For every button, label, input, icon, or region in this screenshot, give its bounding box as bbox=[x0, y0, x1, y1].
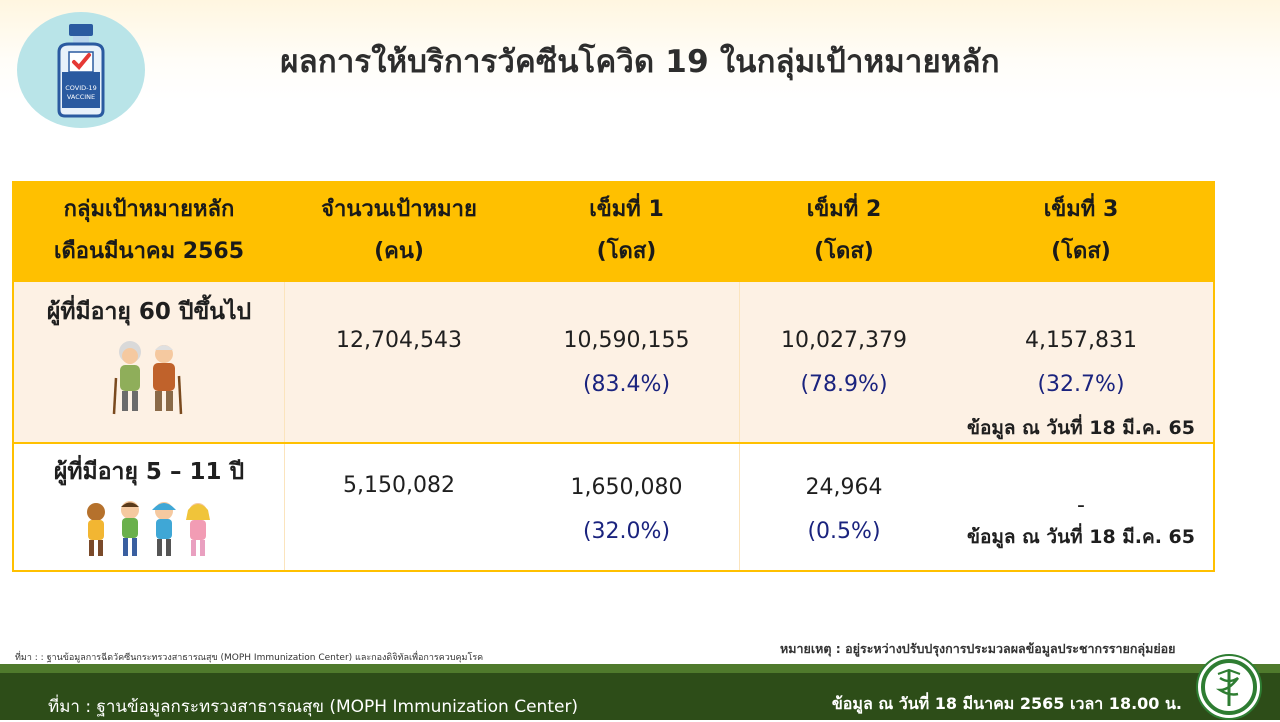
column-divider bbox=[284, 282, 285, 442]
dose1-elderly: 10,590,155 bbox=[563, 328, 690, 353]
target-children: 5,150,082 bbox=[343, 473, 455, 498]
table-header: กลุ่มเป้าหมายหลัก เดือนมีนาคม 2565 จำนวน… bbox=[14, 183, 1213, 282]
vaccination-table: กลุ่มเป้าหมายหลัก เดือนมีนาคม 2565 จำนวน… bbox=[12, 181, 1215, 572]
page-title: ผลการให้บริการวัคซีนโควิด 19 ในกลุ่มเป้า… bbox=[280, 44, 1000, 80]
dose3-pct-elderly: (32.7%) bbox=[1037, 372, 1125, 397]
header-col-dose3: เข็มที่ 3 (โดส) bbox=[1043, 197, 1119, 264]
data-date-note: ข้อมูล ณ วันที่ 18 มี.ค. 65 bbox=[967, 417, 1195, 439]
badge-label-2: VACCINE bbox=[67, 93, 95, 101]
dose1-pct-elderly: (83.4%) bbox=[582, 372, 671, 397]
footer-source: ที่มา : ฐานข้อมูลกระทรวงสาธารณสุข (MOPH … bbox=[48, 697, 579, 717]
row-label-elderly: ผู้ที่มีอายุ 60 ปีขึ้นไป bbox=[46, 299, 252, 325]
dose2-pct-elderly: (78.9%) bbox=[800, 372, 888, 397]
dose3-elderly: 4,157,831 bbox=[1025, 328, 1137, 353]
badge-label-1: COVID-19 bbox=[65, 84, 97, 92]
column-divider bbox=[739, 444, 740, 570]
header-col-group: กลุ่มเป้าหมายหลัก เดือนมีนาคม 2565 bbox=[53, 197, 245, 264]
caduceus-icon bbox=[1201, 659, 1257, 715]
covid-vaccine-badge: COVID-19 VACCINE bbox=[17, 12, 145, 128]
header-background bbox=[0, 0, 1280, 100]
header-col-target: จำนวนเป้าหมาย (คน) bbox=[321, 197, 477, 264]
children-group-icon bbox=[87, 501, 210, 556]
vaccine-bottle-icon: COVID-19 VACCINE bbox=[57, 24, 105, 118]
target-elderly: 12,704,543 bbox=[336, 328, 462, 353]
source-footnote: ที่มา : : ฐานข้อมูลการฉีดวัคซีนกระทรวงสา… bbox=[15, 653, 484, 663]
ministry-of-public-health-logo bbox=[1196, 654, 1262, 720]
footer-stripe bbox=[0, 664, 1280, 673]
column-divider bbox=[284, 444, 285, 570]
elderly-couple-icon bbox=[112, 341, 183, 415]
row-label-children: ผู้ที่มีอายุ 5 – 11 ปี bbox=[53, 459, 245, 485]
footer-bar bbox=[0, 664, 1280, 720]
dose1-children: 1,650,080 bbox=[570, 475, 683, 500]
dose1-pct-children: (32.0%) bbox=[582, 519, 671, 544]
dose2-elderly: 10,027,379 bbox=[781, 328, 907, 353]
data-date-note: ข้อมูล ณ วันที่ 18 มี.ค. 65 bbox=[967, 526, 1195, 548]
header-col-dose1: เข็มที่ 1 (โดส) bbox=[589, 197, 664, 264]
table-row-elderly: ผู้ที่มีอายุ 60 ปีขึ้นไป 12,704,543 10,5… bbox=[14, 282, 1213, 444]
column-divider bbox=[739, 282, 740, 442]
dose2-pct-children: (0.5%) bbox=[807, 519, 881, 544]
dose2-children: 24,964 bbox=[805, 475, 883, 500]
dose3-children: - bbox=[1077, 493, 1085, 518]
footer-date: ข้อมูล ณ วันที่ 18 มีนาคม 2565 เวลา 18.0… bbox=[831, 694, 1182, 713]
header-col-dose2: เข็มที่ 2 (โดส) bbox=[806, 197, 882, 264]
remark-footnote: หมายเหตุ : อยู่ระหว่างปรับปรุงการประมวลผ… bbox=[780, 641, 1176, 656]
table-row-children: ผู้ที่มีอายุ 5 – 11 ปี 5,150,082 1,650,0… bbox=[14, 444, 1213, 570]
